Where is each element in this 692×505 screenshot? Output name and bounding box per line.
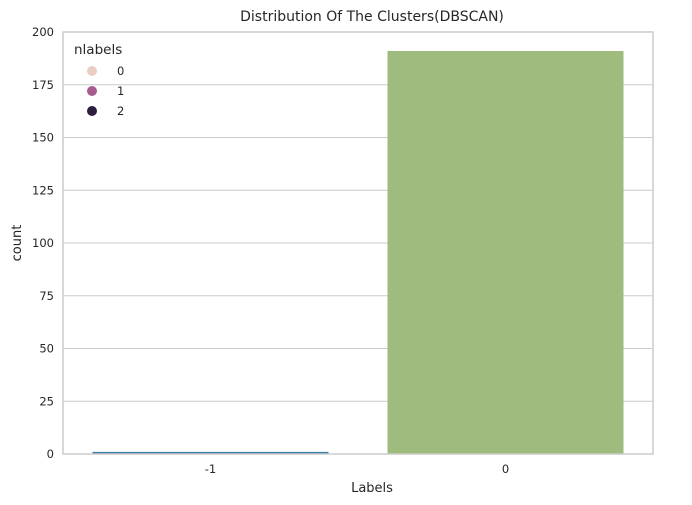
legend-marker	[87, 86, 97, 96]
y-tick-label: 200	[32, 25, 54, 39]
x-tick-label: 0	[502, 462, 509, 476]
bars	[92, 50, 624, 455]
y-tick-label: 175	[32, 78, 54, 92]
plot-frame	[62, 31, 654, 455]
y-tick-label: 150	[32, 131, 54, 145]
x-axis-label: Labels	[351, 481, 393, 496]
bar	[387, 50, 624, 455]
legend-label: 1	[117, 84, 124, 98]
y-axis-label: count	[10, 225, 25, 262]
y-tick-label: 25	[39, 394, 54, 408]
legend-label: 0	[117, 64, 124, 78]
y-tick-label: 75	[39, 289, 54, 303]
y-tick-label: 50	[39, 342, 54, 356]
legend-label: 2	[117, 104, 124, 118]
y-tick-labels: 0 25 50 75 100 125 150 175 200	[32, 25, 54, 461]
legend-marker	[87, 66, 97, 76]
legend-title: nlabels	[74, 42, 122, 58]
y-tick-label: 0	[47, 447, 54, 461]
bar	[92, 451, 329, 454]
y-tick-label: 125	[32, 183, 54, 197]
y-tick-label: 100	[32, 236, 54, 250]
legend-marker	[87, 106, 97, 116]
chart-title: Distribution Of The Clusters(DBSCAN)	[240, 9, 504, 25]
x-tick-label: -1	[205, 462, 216, 476]
x-tick-labels: -1 0	[205, 462, 509, 476]
legend: nlabels 0 1 2	[74, 42, 124, 118]
